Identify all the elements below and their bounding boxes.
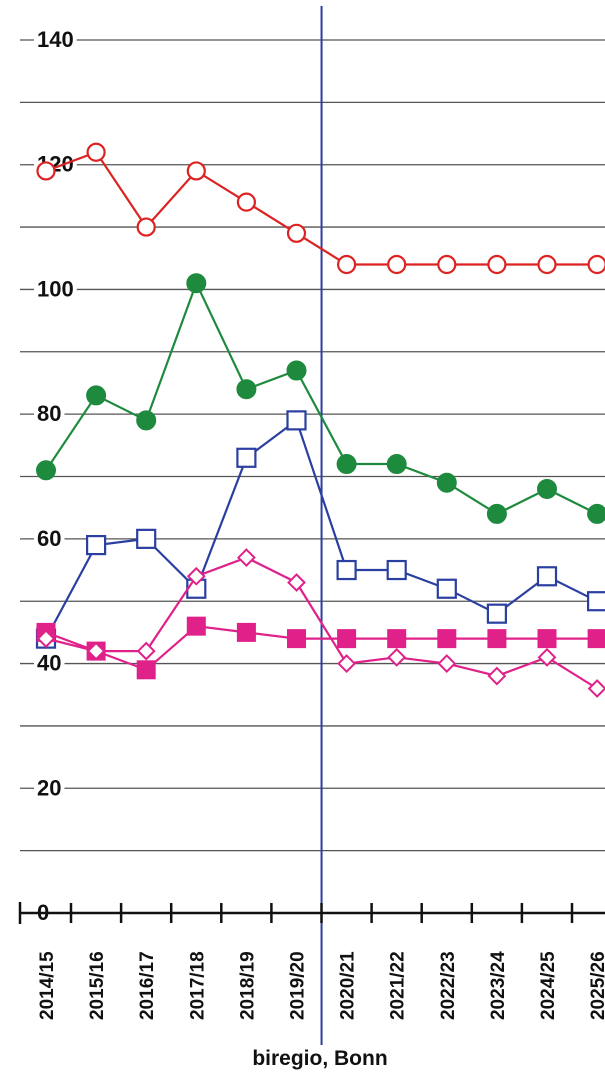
- data-point: [587, 254, 605, 275]
- data-point: [437, 629, 457, 649]
- data-point: [386, 559, 407, 581]
- data-point: [586, 591, 605, 612]
- data-point: [537, 478, 557, 499]
- y-tick-label-backing: [34, 650, 65, 676]
- data-point: [587, 629, 605, 649]
- data-point: [36, 460, 56, 481]
- data-point: [136, 528, 157, 549]
- data-point: [437, 654, 457, 673]
- source-label: biregio, Bonn: [252, 1047, 387, 1070]
- x-tick-label: 2015/16: [87, 951, 108, 1020]
- data-point: [236, 622, 256, 642]
- x-tick-label: 2025/26: [588, 951, 605, 1020]
- x-tick-label: 2016/17: [137, 951, 158, 1020]
- x-tick-label: 2018/19: [237, 951, 258, 1020]
- y-tick-label: 100: [37, 276, 74, 301]
- data-point: [286, 410, 307, 431]
- data-point: [136, 217, 156, 237]
- data-point: [186, 161, 206, 181]
- data-point: [287, 629, 306, 649]
- y-tick-label: 20: [37, 775, 61, 800]
- grid-lines: [20, 39, 605, 852]
- data-point: [486, 603, 507, 624]
- data-point: [587, 679, 605, 698]
- data-point: [387, 647, 407, 667]
- x-tick-label: 2023/24: [488, 951, 509, 1020]
- x-tick-label: 2019/20: [288, 951, 309, 1020]
- y-tick-label-backing: [34, 775, 65, 801]
- x-tick-label: 2021/22: [388, 951, 409, 1020]
- data-point: [436, 578, 457, 599]
- y-tick-label-backing: [34, 276, 77, 302]
- data-point: [336, 454, 357, 475]
- data-point: [86, 142, 106, 162]
- y-tick-label-backing: [34, 525, 65, 551]
- data-point: [186, 566, 206, 586]
- data-point: [186, 616, 206, 636]
- data-point: [537, 629, 557, 649]
- data-point: [136, 660, 156, 680]
- data-point: [337, 254, 357, 275]
- data-point: [487, 629, 507, 649]
- data-point: [286, 223, 307, 243]
- y-tick-label: 140: [37, 27, 74, 52]
- data-point: [36, 629, 56, 649]
- x-tick-label: 2022/23: [438, 951, 459, 1020]
- data-point: [437, 254, 457, 275]
- series-2: [36, 273, 605, 524]
- data-point: [436, 472, 457, 493]
- series-group: [35, 142, 605, 698]
- data-point: [236, 548, 256, 567]
- data-point: [337, 654, 357, 673]
- data-point: [487, 254, 507, 275]
- data-point: [86, 641, 106, 661]
- data-point: [36, 161, 56, 181]
- data-point: [287, 573, 306, 592]
- y-tick-label-backing: [34, 401, 65, 427]
- data-point: [236, 192, 256, 212]
- series-1: [36, 142, 605, 275]
- data-point: [236, 379, 257, 400]
- data-point: [587, 503, 605, 524]
- data-point: [487, 666, 507, 686]
- x-tick-label: 2014/15: [37, 951, 58, 1020]
- series-5: [36, 548, 605, 698]
- data-point: [236, 447, 257, 468]
- x-tick-label: 2020/21: [338, 951, 359, 1020]
- data-point: [537, 647, 557, 667]
- y-tick-label: 80: [37, 401, 61, 426]
- data-point: [86, 385, 107, 406]
- data-point: [186, 273, 207, 294]
- data-point: [136, 410, 157, 431]
- data-point: [136, 641, 156, 661]
- data-point: [486, 503, 507, 524]
- y-tick-label: 40: [37, 651, 61, 676]
- data-point: [337, 629, 357, 649]
- x-axis: 2014/15 2015/16 2016/17 2017/18 2018/19 2019/…: [18, 902, 605, 1020]
- x-tick-label: 2017/18: [187, 951, 208, 1020]
- y-tick-label: 60: [37, 526, 61, 551]
- data-point: [336, 559, 357, 581]
- data-point: [387, 629, 407, 649]
- data-point: [387, 254, 407, 275]
- data-point: [286, 360, 307, 381]
- data-point: [537, 254, 557, 275]
- y-tick-label-backing: [34, 27, 77, 52]
- data-point: [536, 566, 558, 587]
- data-point: [386, 454, 407, 475]
- x-tick-label: 2024/25: [538, 951, 559, 1020]
- y-axis-ticks: 020406080100120140: [34, 27, 77, 925]
- data-point: [85, 534, 107, 556]
